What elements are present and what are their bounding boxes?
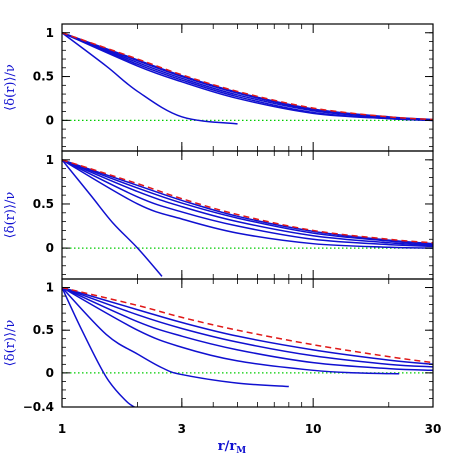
y-axis-label: ⟨δ(r)⟩/ν <box>3 64 18 111</box>
panels: 1 0.5 0 ⟨δ(r)⟩/ν 1 0.5 0 ⟨δ(r)⟩/ν 1 0.5 0 −0.4 ⟨δ(r)… <box>3 23 442 436</box>
curve-2 <box>62 159 433 249</box>
curve-4 <box>62 32 433 122</box>
y-tick-label: 0 <box>46 366 54 380</box>
x-axis-label: r/rM <box>218 439 246 456</box>
x-tick-label: 1 <box>58 422 66 436</box>
panel-frame <box>61 278 434 408</box>
panel-frame <box>61 23 434 152</box>
curve-2 <box>62 32 433 122</box>
y-tick-label: 0.5 <box>33 197 54 211</box>
reference-line <box>62 32 433 121</box>
curve-5 <box>62 159 433 246</box>
y-tick-label: 1 <box>46 26 54 40</box>
curve-3 <box>62 159 433 248</box>
plot-area <box>62 286 433 407</box>
plot-area <box>62 159 433 277</box>
curve-4 <box>62 159 433 247</box>
reference-line <box>62 159 433 244</box>
x-tick-label: 10 <box>305 422 322 436</box>
reference-line <box>62 286 433 364</box>
y-tick-label: 0.5 <box>33 323 54 337</box>
y-tick-label: 0 <box>46 113 54 127</box>
x-axis-label-main: r/r <box>218 439 237 454</box>
panel-bottom: 1 0.5 0 −0.4 ⟨δ(r)⟩/ν <box>3 278 434 414</box>
curve-1 <box>62 32 238 125</box>
panel-middle: 1 0.5 0 ⟨δ(r)⟩/ν <box>3 150 434 280</box>
curve-6 <box>62 32 433 121</box>
y-tick-label: 1 <box>46 153 54 167</box>
y-axis-label: ⟨δ(r)⟩/ν <box>3 320 18 367</box>
curve-3 <box>62 32 433 122</box>
y-tick-label: 0 <box>46 241 54 255</box>
x-tick-label: 30 <box>425 422 442 436</box>
curve-5 <box>62 32 433 121</box>
x-tick-label: 3 <box>178 422 186 436</box>
curve-6 <box>62 159 433 245</box>
panel-frame <box>61 150 434 280</box>
curve-1 <box>62 287 136 407</box>
y-tick-label: 1 <box>46 281 54 295</box>
y-tick-label: −0.4 <box>23 400 54 414</box>
x-axis-label-sub: M <box>236 446 246 456</box>
plot-area <box>62 32 433 125</box>
curve-6 <box>62 286 433 366</box>
curve-5 <box>62 286 433 368</box>
curve-4 <box>62 286 433 372</box>
y-axis-label: ⟨δ(r)⟩/ν <box>3 192 18 239</box>
y-tick-label: 0.5 <box>33 70 54 84</box>
curve-1 <box>62 159 163 277</box>
curve-2 <box>62 287 289 388</box>
curve-3 <box>62 286 400 375</box>
panel-top: 1 0.5 0 ⟨δ(r)⟩/ν <box>3 23 434 152</box>
